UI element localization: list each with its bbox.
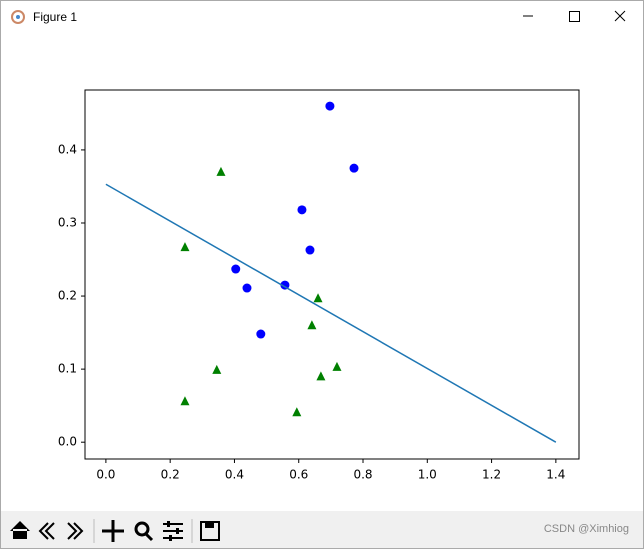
point: [231, 264, 241, 274]
point: [292, 407, 302, 417]
point: [212, 364, 222, 374]
point: [349, 163, 359, 173]
app-icon: [11, 10, 25, 24]
point: [332, 361, 342, 371]
point: [325, 101, 335, 111]
back-button[interactable]: [38, 522, 55, 540]
save-button[interactable]: [200, 521, 220, 541]
x-tick-label: 1.4: [546, 468, 565, 482]
y-tick-label: 0.1: [58, 362, 77, 376]
point: [307, 320, 317, 330]
toolbar: CSDN @Ximhiog: [1, 511, 643, 548]
configure-button[interactable]: [163, 521, 183, 541]
x-tick-label: 0.6: [289, 468, 308, 482]
x-tick-label: 1.0: [418, 468, 437, 482]
close-button[interactable]: [597, 1, 643, 31]
forward-button[interactable]: [67, 522, 84, 540]
line: [105, 183, 557, 443]
x-tick-label: 1.2: [482, 468, 501, 482]
x-tick-label: 0.8: [353, 468, 372, 482]
point: [305, 245, 315, 255]
maximize-button[interactable]: [551, 1, 597, 31]
zoom-button[interactable]: [134, 521, 154, 542]
watermark: CSDN @Ximhiog: [543, 523, 629, 535]
y-tick-label: 0.2: [58, 289, 77, 303]
home-button[interactable]: [10, 521, 30, 539]
point: [313, 293, 323, 303]
y-tick-label: 0.0: [58, 435, 77, 449]
point: [297, 205, 307, 215]
point: [316, 371, 326, 381]
title-bar: Figure 1: [1, 1, 643, 33]
point: [180, 396, 190, 406]
y-tick-label: 0.3: [58, 215, 77, 229]
minimize-button[interactable]: [505, 1, 551, 31]
y-tick-label: 0.4: [58, 142, 77, 156]
chart: 0.0 0.2 0.4 0.6 0.8 1.0 1.2 1.4 0.0 0.1 0.2 0.3 0.4: [58, 89, 580, 482]
x-tick-label: 0.0: [96, 468, 115, 482]
point: [256, 329, 266, 339]
x-tick-label: 0.4: [225, 468, 244, 482]
pan-button[interactable]: [102, 520, 124, 542]
x-tick-label: 0.2: [161, 468, 180, 482]
point: [180, 242, 190, 252]
point: [216, 166, 226, 176]
window-title: Figure 1: [33, 10, 78, 24]
point: [242, 283, 252, 293]
axes-frame: [84, 89, 580, 460]
